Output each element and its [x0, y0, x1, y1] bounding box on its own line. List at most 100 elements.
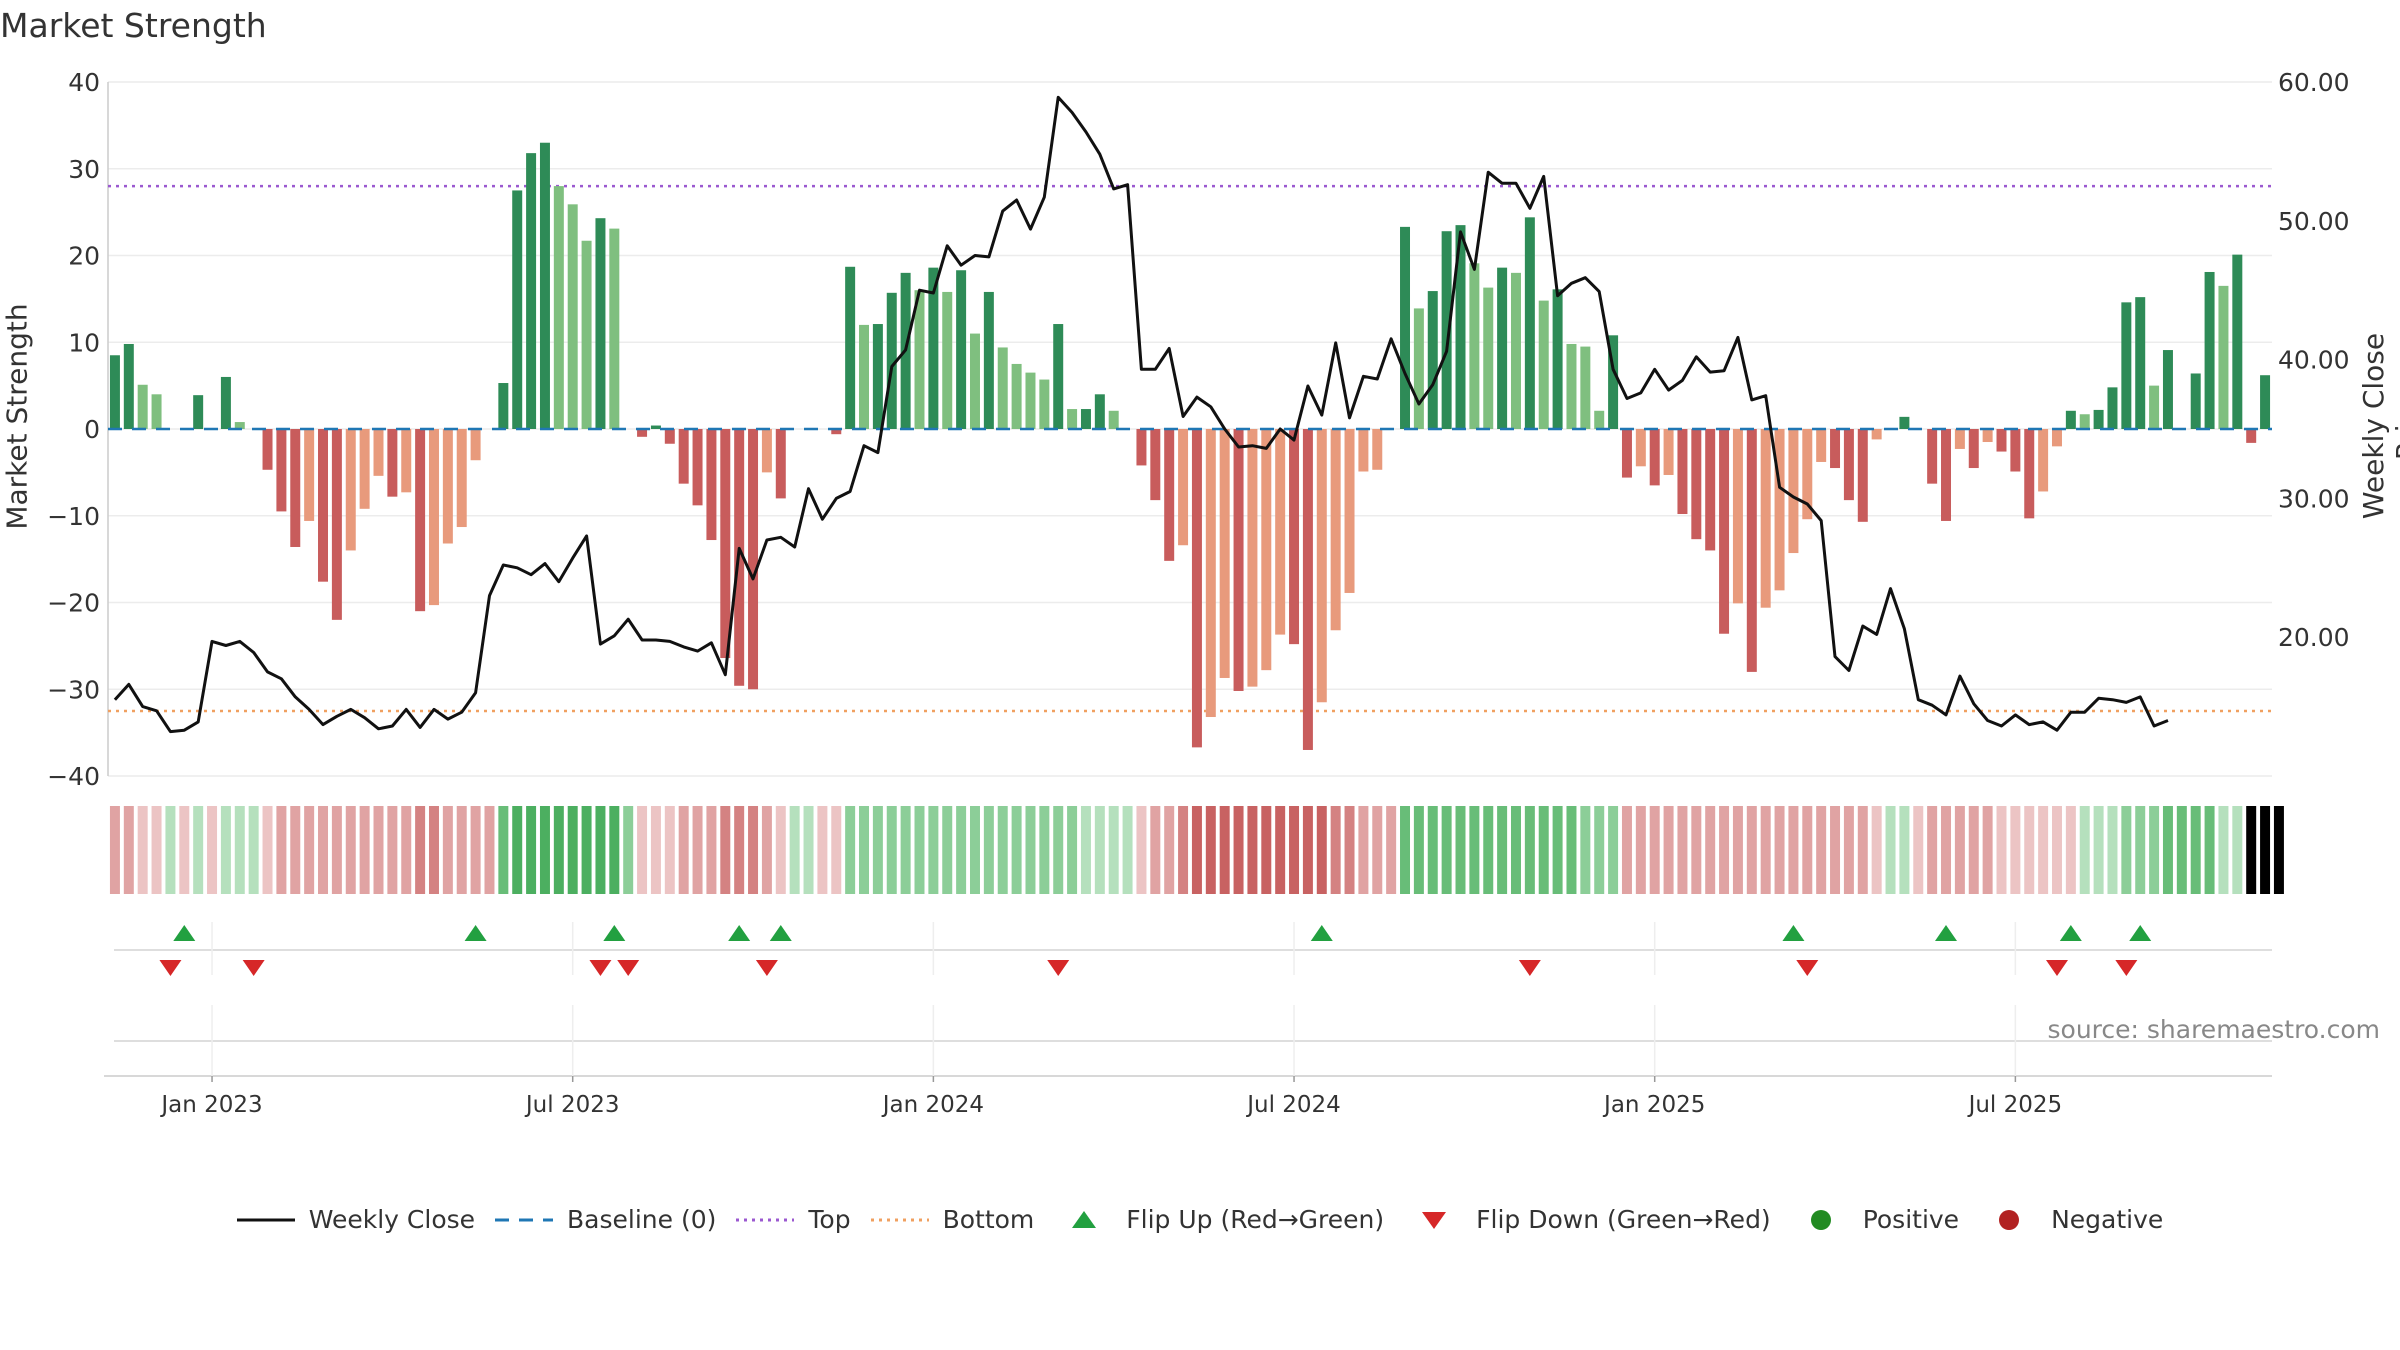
flip-down-marker: [589, 960, 612, 976]
heat-cell: [442, 806, 453, 894]
heat-cell: [276, 806, 287, 894]
strength-bar: [748, 429, 759, 690]
heat-cell: [1247, 806, 1258, 894]
heat-cell: [1760, 806, 1771, 894]
heat-cell: [1649, 806, 1660, 894]
strength-bar: [2232, 254, 2243, 429]
heat-cell: [1372, 806, 1383, 894]
strength-bar: [415, 429, 426, 612]
strength-bar: [512, 190, 523, 429]
y2-tick-label: 30.00: [2278, 484, 2350, 513]
strength-bar: [2079, 414, 2090, 429]
heat-cell: [387, 806, 398, 894]
legend-item: Top: [736, 1205, 851, 1234]
heat-cell: [1996, 806, 2007, 894]
heat-cell: [1233, 806, 1244, 894]
heat-cell: [900, 806, 911, 894]
heat-cell: [2065, 806, 2076, 894]
strength-bar: [193, 395, 204, 429]
strength-bar: [553, 186, 564, 429]
strength-bar: [1927, 429, 1938, 484]
heat-cell: [706, 806, 717, 894]
heat-cell: [2051, 806, 2062, 894]
heat-cell: [1191, 806, 1202, 894]
heat-cell: [595, 806, 606, 894]
strength-bar: [1982, 429, 1993, 443]
legend-swatch: [1072, 1210, 1097, 1228]
legend-swatch: [495, 1218, 554, 1221]
chart-title: Market Strength: [0, 6, 267, 45]
y-tick-label: 30: [68, 155, 100, 184]
legend-label: Baseline (0): [567, 1205, 717, 1234]
strength-bar: [1039, 379, 1050, 429]
strength-bar: [1691, 429, 1702, 540]
heat-cell: [1510, 806, 1521, 894]
heat-cell: [470, 806, 481, 894]
strength-bar: [1316, 429, 1327, 703]
heat-cell: [1816, 806, 1827, 894]
strength-bar: [1705, 429, 1716, 551]
heat-cell: [664, 806, 675, 894]
heat-cell: [1386, 806, 1397, 894]
heat-cell: [318, 806, 329, 894]
strength-bar: [1150, 429, 1161, 501]
strength-bar: [2051, 429, 2062, 447]
strength-bar: [2038, 429, 2049, 492]
strength-bar: [997, 347, 1008, 429]
heat-cell: [789, 806, 800, 894]
heat-cell: [1122, 806, 1133, 894]
strength-bar: [442, 429, 453, 544]
strength-bar: [2149, 385, 2160, 429]
heat-cell: [2232, 806, 2243, 894]
heat-cell: [2038, 806, 2049, 894]
strength-bar: [1053, 324, 1064, 429]
strength-bar: [928, 267, 939, 429]
heat-cell: [609, 806, 620, 894]
heat-cell: [2246, 806, 2257, 894]
heat-cell: [1968, 806, 1979, 894]
strength-bar: [1080, 409, 1091, 429]
heat-cell: [207, 806, 218, 894]
source-label: source: sharemaestro.com: [2047, 1015, 2381, 1044]
heat-cell: [2218, 806, 2229, 894]
heat-cell: [831, 806, 842, 894]
heat-cell: [484, 806, 495, 894]
heat-cell: [1275, 806, 1286, 894]
strength-bar: [1538, 300, 1549, 429]
strength-bar: [456, 429, 467, 528]
strength-bar: [2204, 271, 2215, 429]
strength-bar: [2010, 429, 2021, 472]
heat-cell: [2135, 806, 2146, 894]
heat-cell: [498, 806, 509, 894]
flip-up-marker: [728, 925, 751, 941]
flip-up-marker: [603, 925, 626, 941]
heat-cell: [2010, 806, 2021, 894]
strength-bar: [1011, 363, 1022, 429]
strength-bar: [1330, 429, 1341, 631]
heat-cell: [1608, 806, 1619, 894]
heat-cell: [1899, 806, 1910, 894]
y-tick-label: −30: [47, 675, 100, 704]
y-tick-label: −10: [47, 502, 100, 531]
strength-bar: [1108, 410, 1119, 429]
strength-bar: [692, 429, 703, 506]
x-tick-label: Jan 2023: [159, 1092, 262, 1118]
heat-cell: [1108, 806, 1119, 894]
heat-cell: [2149, 806, 2160, 894]
heat-cell: [220, 806, 231, 894]
y2-tick-label: 50.00: [2278, 207, 2350, 236]
legend-swatch: [1422, 1211, 1447, 1229]
heat-cell: [1954, 806, 1965, 894]
strength-bar: [969, 333, 980, 429]
legend-label: Bottom: [942, 1205, 1035, 1234]
strength-bar: [1843, 429, 1854, 501]
strength-bar: [2190, 373, 2201, 429]
strength-bar: [1719, 429, 1730, 634]
heat-cell: [1067, 806, 1078, 894]
heat-cell: [526, 806, 537, 894]
heat-cell: [1719, 806, 1730, 894]
heat-cell: [151, 806, 162, 894]
strength-bar: [1816, 429, 1827, 462]
heat-cell: [1913, 806, 1924, 894]
